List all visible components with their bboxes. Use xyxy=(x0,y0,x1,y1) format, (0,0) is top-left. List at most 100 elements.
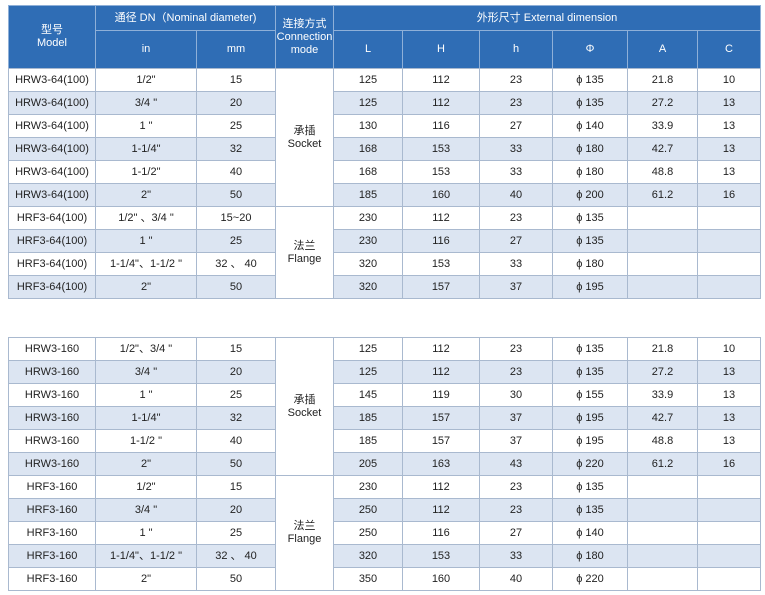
cell: ϕ 180 xyxy=(552,544,628,568)
cell: 13 xyxy=(697,383,761,407)
cell-text: 10 xyxy=(722,342,736,355)
cell: 230 xyxy=(333,229,403,253)
cell-text: 2" xyxy=(140,280,152,293)
cell-text: 153 xyxy=(431,165,451,178)
cell: 13 xyxy=(697,137,761,161)
cell: ϕ 135 xyxy=(552,360,628,384)
cell: 3/4 " xyxy=(95,498,197,522)
cell-text: 40 xyxy=(229,434,243,447)
cell: 30 xyxy=(479,383,553,407)
cell-text: 112 xyxy=(432,342,450,355)
cell: 153 xyxy=(402,544,480,568)
cell: 13 xyxy=(697,360,761,384)
cell-text: HRF3-160 xyxy=(26,480,78,493)
cell xyxy=(697,521,761,545)
cell: HRF3-64(100) xyxy=(8,206,96,230)
cell: HRW3-64(100) xyxy=(8,137,96,161)
cell: 42.7 xyxy=(627,406,698,430)
cell: 112 xyxy=(402,360,480,384)
cell: 130 xyxy=(333,114,403,138)
cell xyxy=(627,229,698,253)
cell: 50 xyxy=(196,275,276,299)
header-cell: L xyxy=(333,30,403,69)
cell-text: L xyxy=(364,43,372,55)
cell: HRW3-160 xyxy=(8,452,96,476)
cell-text: HRW3-64(100) xyxy=(15,96,89,109)
cell: 2" xyxy=(95,183,197,207)
cell: ϕ 195 xyxy=(552,275,628,299)
cell: 1 " xyxy=(95,521,197,545)
cell-text: ϕ 220 xyxy=(576,457,604,470)
cell: 48.8 xyxy=(627,429,698,453)
cell xyxy=(627,275,698,299)
cell: 15 xyxy=(196,475,276,499)
cell-text: 13 xyxy=(722,388,736,401)
cell: 112 xyxy=(402,68,480,92)
cell: 48.8 xyxy=(627,160,698,184)
cell-text: ϕ 140 xyxy=(576,526,604,539)
cell-text: 168 xyxy=(358,142,378,155)
cell xyxy=(627,521,698,545)
cell: 163 xyxy=(402,452,480,476)
cell: HRW3-160 xyxy=(8,429,96,453)
cell-text: 32 、 40 xyxy=(215,257,257,270)
cell: ϕ 155 xyxy=(552,383,628,407)
cell: ϕ 180 xyxy=(552,137,628,161)
cell-text: 33.9 xyxy=(651,388,674,401)
cell xyxy=(627,206,698,230)
cell-text: 1-1/2" xyxy=(131,165,161,178)
cell-text: 1/2" 、3/4 " xyxy=(118,211,174,224)
cell-text: 25 xyxy=(229,388,243,401)
cell: 27 xyxy=(479,229,553,253)
cell xyxy=(697,544,761,568)
cell-text: 48.8 xyxy=(651,434,674,447)
cell-text: 25 xyxy=(229,234,243,247)
cell-text: 23 xyxy=(509,73,523,86)
cell: 13 xyxy=(697,160,761,184)
cell xyxy=(697,275,761,299)
cell xyxy=(627,544,698,568)
header-cell: mm xyxy=(196,30,276,69)
cell: 250 xyxy=(333,521,403,545)
cell: 10 xyxy=(697,337,761,361)
cell: HRF3-160 xyxy=(8,498,96,522)
cell: 2" xyxy=(95,567,197,591)
cell-text: A xyxy=(658,43,667,55)
cell: HRW3-160 xyxy=(8,360,96,384)
cell-text: 承插 xyxy=(293,393,316,406)
cell-text: 型号 xyxy=(41,24,63,36)
cell: 21.8 xyxy=(627,337,698,361)
cell: 50 xyxy=(196,452,276,476)
cell: 23 xyxy=(479,206,553,230)
cell: 13 xyxy=(697,114,761,138)
cell-text: HRW3-64(100) xyxy=(15,165,89,178)
cell-text: HRF3-64(100) xyxy=(16,211,88,224)
cell: ϕ 135 xyxy=(552,68,628,92)
cell-text: H xyxy=(437,43,445,55)
cell: 27.2 xyxy=(627,360,698,384)
cell-text: 125 xyxy=(358,342,378,355)
cell: 1-1/2" xyxy=(95,160,197,184)
cell-text: 1/2"、3/4 " xyxy=(119,342,173,355)
cell-text: 33 xyxy=(509,257,523,270)
cell-text: 23 xyxy=(509,211,523,224)
cell: 16 xyxy=(697,452,761,476)
cell-text: Socket xyxy=(287,406,322,419)
cell-text: ϕ 220 xyxy=(576,572,604,585)
cell-text: 157 xyxy=(431,434,451,447)
cell-text: ϕ 195 xyxy=(576,280,604,293)
cell-text: 外形尺寸 External dimension xyxy=(476,11,618,24)
cell xyxy=(627,567,698,591)
cell-text: 2" xyxy=(140,188,152,201)
cell-text: 185 xyxy=(358,434,378,447)
header-cell: 外形尺寸 External dimension xyxy=(333,5,761,31)
cell-text: 33 xyxy=(509,142,523,155)
cell-text: 承插 xyxy=(293,124,316,137)
header-cell: 型号 Model xyxy=(8,5,96,69)
cell-text: Connection mode xyxy=(276,30,333,56)
cell-text: 230 xyxy=(358,211,378,224)
cell: 116 xyxy=(402,114,480,138)
cell: 23 xyxy=(479,498,553,522)
cell-text: 37 xyxy=(509,434,523,447)
cell-text: Model xyxy=(37,37,67,49)
